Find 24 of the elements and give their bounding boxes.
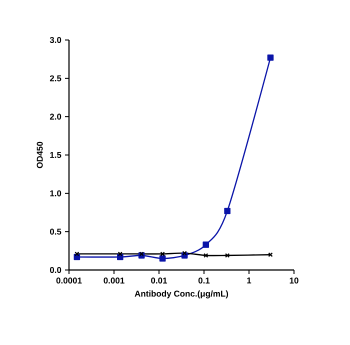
point xyxy=(160,252,165,256)
point xyxy=(203,253,208,258)
y-tick-label: 0.0 xyxy=(50,266,62,274)
y-tick-label: 2.5 xyxy=(50,75,62,82)
x-tick-label: 0.1 xyxy=(198,278,210,284)
y-tick-label: 1.0 xyxy=(50,190,62,196)
x-tick-label: 0.0001 xyxy=(56,278,82,284)
y-tick-label: 0.5 xyxy=(50,228,62,235)
point xyxy=(224,253,230,258)
y-axis-title: OD450 xyxy=(36,142,43,168)
x-tick-label: 0.01 xyxy=(151,278,168,284)
point xyxy=(118,252,123,256)
point xyxy=(159,255,166,262)
point xyxy=(182,250,187,256)
point xyxy=(202,242,210,248)
x-tick-label: 0.001 xyxy=(104,278,124,284)
x-axis-title: Antibody Conc.(μg/mL) xyxy=(134,290,228,298)
x-tick-label: 10 xyxy=(290,278,298,284)
point xyxy=(224,208,230,214)
x-tick-label: 1 xyxy=(247,278,252,284)
point xyxy=(139,252,144,256)
y-tick-label: 3.0 xyxy=(50,36,62,44)
y-tick-label: 1.5 xyxy=(50,152,62,158)
y-tick-label: 2.0 xyxy=(50,114,62,120)
